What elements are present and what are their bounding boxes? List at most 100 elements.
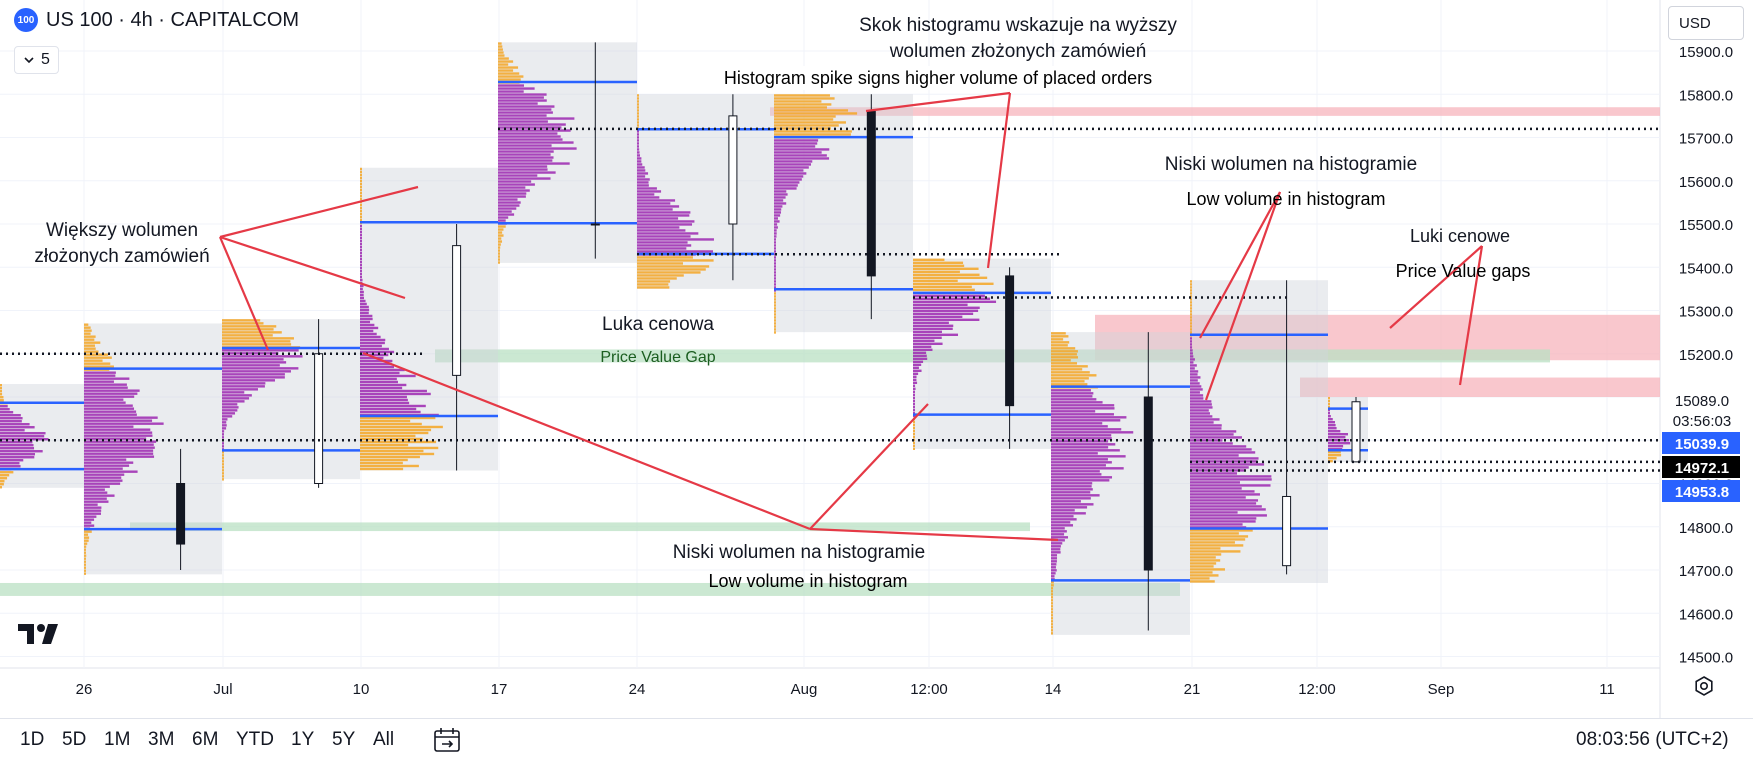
price-tag-blue-lower: 14953.8 xyxy=(1675,484,1729,501)
profile-bar xyxy=(637,247,687,250)
profile-bar xyxy=(1051,518,1077,521)
profile-bar xyxy=(498,72,520,75)
profile-bar xyxy=(913,372,919,375)
x-tick-label: Aug xyxy=(791,681,818,698)
annotation-label: Niski wolumen na histogramie xyxy=(673,542,925,563)
profile-bar xyxy=(498,195,526,198)
profile-bar xyxy=(84,539,89,542)
profile-bar xyxy=(1190,481,1240,484)
range-1d-button[interactable]: 1D xyxy=(20,729,45,750)
profile-bar xyxy=(84,524,95,527)
profile-bar xyxy=(774,172,807,175)
symbol-title[interactable]: US 100 · 4h · CAPITALCOM xyxy=(46,8,300,31)
settings-gear-icon[interactable] xyxy=(1693,675,1715,702)
profile-bar xyxy=(774,133,851,136)
profile-bar xyxy=(774,145,816,148)
range-all-button[interactable]: All xyxy=(373,729,395,750)
profile-bar xyxy=(360,389,427,393)
profile-bar xyxy=(913,321,949,324)
profile-bar xyxy=(1051,389,1091,392)
profile-bar xyxy=(498,255,500,258)
range-5y-button[interactable]: 5Y xyxy=(332,729,356,750)
profile-bar xyxy=(498,198,518,201)
profile-bar xyxy=(913,402,915,405)
profile-bar xyxy=(222,442,224,445)
profile-bar xyxy=(774,166,809,169)
profile-bar xyxy=(84,548,86,551)
profile-bar xyxy=(1051,596,1053,599)
profile-bar xyxy=(774,148,830,151)
profile-bar xyxy=(637,268,706,271)
profile-bar xyxy=(1190,475,1272,478)
candlestick xyxy=(176,448,186,570)
profile-bar xyxy=(360,401,410,405)
profile-bar xyxy=(222,337,294,340)
profile-bar xyxy=(1051,593,1053,596)
range-5d-button[interactable]: 5D xyxy=(62,729,87,750)
range-6m-button[interactable]: 6M xyxy=(192,729,219,750)
range-1y-button[interactable]: 1Y xyxy=(291,729,315,750)
calendar-range-icon[interactable] xyxy=(432,725,462,760)
indicators-toggle-button[interactable]: 5 xyxy=(14,46,59,74)
profile-bar xyxy=(913,399,915,402)
profile-bar xyxy=(1051,512,1086,515)
profile-bar xyxy=(360,359,393,363)
profile-bar xyxy=(360,239,362,243)
profile-bar xyxy=(1190,406,1213,409)
profile-bar xyxy=(637,142,639,145)
annotation-label: Low volume in histogram xyxy=(1186,189,1385,209)
range-1m-button[interactable]: 1M xyxy=(104,729,131,750)
profile-bar xyxy=(1328,418,1333,421)
profile-bar xyxy=(774,181,800,184)
profile-bar xyxy=(1190,364,1197,367)
profile-bar xyxy=(498,123,566,126)
profile-bar xyxy=(1190,529,1253,532)
candle-body xyxy=(590,223,600,226)
profile-bar xyxy=(0,426,35,429)
profile-bar xyxy=(360,431,429,435)
profile-bar xyxy=(498,231,503,234)
profile-bar xyxy=(84,536,90,539)
profile-bar xyxy=(774,331,776,334)
profile-bar xyxy=(498,168,548,171)
profile-bar xyxy=(498,84,524,87)
profile-bar xyxy=(1051,473,1102,476)
profile-bar xyxy=(1190,508,1266,511)
profile-bar xyxy=(84,359,103,362)
candle-body xyxy=(728,115,738,225)
volume-profile xyxy=(637,94,774,289)
profile-bar xyxy=(774,151,822,154)
currency-select[interactable]: USD xyxy=(1668,6,1744,40)
profile-bar xyxy=(637,250,714,253)
profile-bar xyxy=(774,262,776,265)
profile-bar xyxy=(84,356,112,359)
profile-bar xyxy=(1190,403,1212,406)
profile-bar xyxy=(1190,421,1214,424)
profile-bar xyxy=(84,545,87,548)
profile-bar xyxy=(84,512,102,515)
profile-bar xyxy=(84,455,155,458)
profile-bar xyxy=(1051,533,1065,536)
candlestick xyxy=(1282,280,1292,575)
profile-bar xyxy=(360,275,362,279)
range-3m-button[interactable]: 3M xyxy=(148,729,175,750)
profile-bar xyxy=(1051,419,1121,422)
profile-bar xyxy=(360,266,362,270)
profile-bar xyxy=(84,464,130,467)
profile-bar xyxy=(774,202,787,205)
x-tick-label: 11 xyxy=(1599,681,1615,698)
profile-bar xyxy=(222,352,279,355)
range-ytd-button[interactable]: YTD xyxy=(236,729,274,750)
profile-bar xyxy=(222,343,292,346)
profile-bar xyxy=(360,191,362,195)
annotation-label: Price Value Gap xyxy=(600,349,715,366)
candle-body xyxy=(1282,495,1292,567)
annotation-line xyxy=(865,91,1011,113)
profile-bar xyxy=(913,288,975,291)
profile-bar xyxy=(1190,580,1215,583)
profile-bar xyxy=(774,256,776,259)
timezone-clock[interactable]: 08:03:56 (UTC+2) xyxy=(1576,729,1729,750)
x-tick-label: 14 xyxy=(1045,681,1062,698)
profile-bar xyxy=(360,326,379,330)
